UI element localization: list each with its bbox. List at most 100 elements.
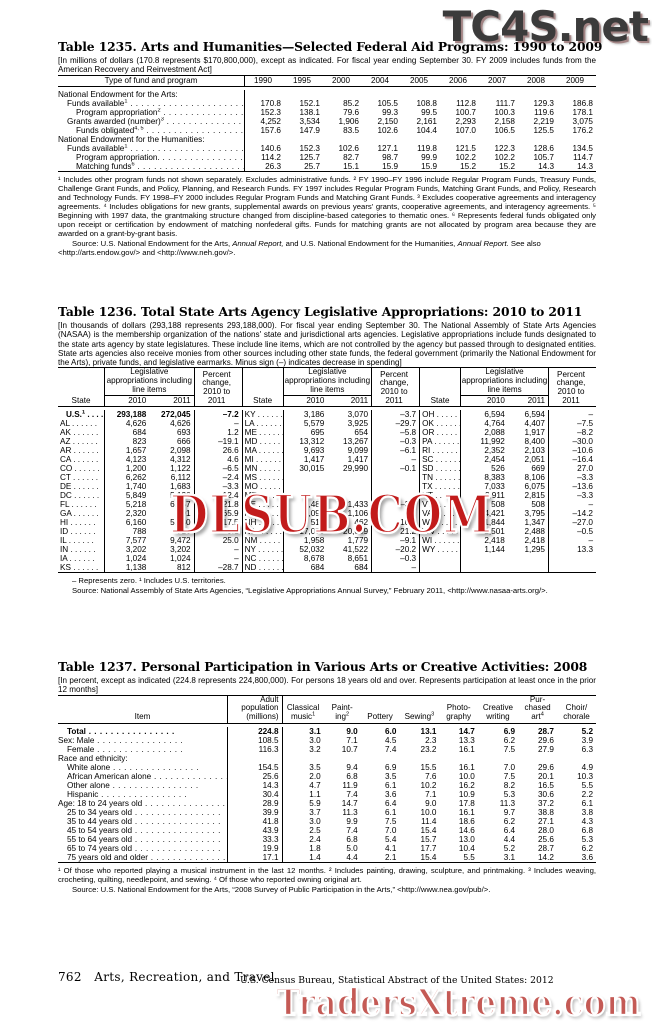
data-cell: 6.1 <box>384 807 397 817</box>
value-pct-change: –6.5 <box>193 464 243 474</box>
value-2011: 5,126 <box>170 491 191 501</box>
table-1236-headnote: [In thousands of dollars (293,188 repres… <box>58 321 596 368</box>
data-cell: 7.0 <box>503 762 516 772</box>
value-pct-change: –3.7 <box>371 500 420 510</box>
column-header: Item <box>134 712 151 722</box>
column-header-year: 2007 <box>487 75 506 85</box>
value-2011: 666 <box>176 437 191 447</box>
value-2010: 6,160 <box>104 518 150 528</box>
data-cell: 100.3 <box>494 107 516 117</box>
value-2010: 2,454 <box>460 455 508 465</box>
value-2010: 5,218 <box>104 500 150 510</box>
data-cell: 3.8 <box>581 807 593 817</box>
row-label: Other alone . . . . . . . . . . . . . . … <box>67 780 199 790</box>
data-cell: 17.8 <box>458 798 475 808</box>
data-cell: 99.3 <box>382 107 398 117</box>
value-2011: 2,103 <box>524 446 546 456</box>
value-2011: 20,699 <box>343 527 369 537</box>
data-cell: 157.6 <box>244 125 284 135</box>
data-cell: 25.6 <box>227 771 283 781</box>
column-header: Photo-graphy <box>446 703 472 722</box>
data-cell: 5.5 <box>581 780 593 790</box>
data-cell: 3.9 <box>581 735 593 745</box>
value-2011: 4,626 <box>170 419 191 429</box>
data-cell: 5.4 <box>384 834 397 844</box>
column-header-approp: Legislative appropriations including lin… <box>460 368 549 396</box>
chapter-name: Arts, Recreation, and Travel <box>94 970 275 984</box>
data-cell: 14.2 <box>538 852 554 862</box>
data-cell: 5.5 <box>463 852 475 862</box>
table-1237-block: Table 1237. Personal Participation in Va… <box>58 660 596 894</box>
column-header: Adult population (millions) <box>227 695 283 724</box>
data-cell: 3.5 <box>384 771 397 781</box>
table-row: 35 to 44 years old . . . . . . . . . . .… <box>58 816 596 826</box>
data-cell: 3.0 <box>281 816 324 826</box>
value-2010: 788 <box>104 527 150 537</box>
value-2010: 1,200 <box>104 464 150 474</box>
value-pct-change: 27.0 <box>548 464 596 474</box>
data-cell: 100.7 <box>455 107 477 117</box>
table-1236-footnotes: – Represents zero. ¹ Includes U.S. terri… <box>72 576 226 586</box>
value-pct-change: –0.1 <box>371 464 420 474</box>
data-cell: 119.8 <box>417 143 437 153</box>
section-heading: National Endowment for the Humanities: <box>58 134 205 144</box>
data-cell: 178.1 <box>572 107 594 117</box>
value-pct-change: – <box>548 410 596 420</box>
data-cell: 9.9 <box>346 816 358 826</box>
data-cell: 3.6 <box>581 852 593 862</box>
data-cell: 3.7 <box>281 807 324 817</box>
data-cell: 29.6 <box>538 735 554 745</box>
state-label: DC . . . . . . <box>60 491 100 501</box>
data-cell: 6.0 <box>384 726 397 736</box>
data-cell: 2.5 <box>281 825 324 835</box>
data-cell: 9.7 <box>503 807 516 817</box>
data-cell: 14.3 <box>538 161 554 171</box>
value-2011: 8,400 <box>524 437 546 447</box>
table-row: Program appropriation. . . . . . . . . .… <box>58 152 596 162</box>
value-pct-change <box>371 473 420 483</box>
table-row: Sex: Male . . . . . . . . . . . . . . . … <box>58 735 596 745</box>
table-row: 55 to 64 years old . . . . . . . . . . .… <box>58 834 596 844</box>
data-cell: 9.0 <box>425 798 437 808</box>
value-2011: 1,122 <box>170 464 191 474</box>
data-cell: 2.0 <box>281 771 324 781</box>
state-label: SD . . . . . . <box>419 464 461 474</box>
value-2010: 695 <box>282 428 328 438</box>
column-header: Sewing3 <box>404 711 435 722</box>
value-pct-change: –65.9 <box>193 509 243 519</box>
table-1237-footnotes: ¹ Of those who reported playing a musica… <box>58 865 596 884</box>
value-2011: 693 <box>176 428 191 438</box>
table-row: Grants awarded (number)3 . . . . . . . .… <box>58 116 596 126</box>
value-pct-change: 1.2 <box>371 509 420 519</box>
row-label: 55 to 64 years old . . . . . . . . . . .… <box>67 834 221 844</box>
data-cell: 138.1 <box>299 107 321 117</box>
data-cell: 85.2 <box>343 98 359 108</box>
table-row: 25 to 34 years old . . . . . . . . . . .… <box>58 807 596 817</box>
data-cell: 15.7 <box>420 834 437 844</box>
data-cell: 2,158 <box>494 116 516 126</box>
state-label: NJ . . . . . . <box>241 527 284 537</box>
data-cell: 114.2 <box>244 152 284 162</box>
column-header-pct: Percent change, 2010 to 2011 <box>193 367 243 407</box>
value-2010: 1,094 <box>282 509 328 519</box>
data-cell: 4,252 <box>244 116 284 126</box>
data-cell: 7.6 <box>425 771 437 781</box>
row-label: Matching funds6 . . . . . . . . . . . . … <box>76 161 245 171</box>
value-pct-change: –6.1 <box>371 446 420 456</box>
table-header-row: Item Adult population (millions) Classical mu… <box>58 695 596 724</box>
value-2011 <box>327 473 371 482</box>
data-cell: 6.1 <box>581 798 593 808</box>
value-2011: 13,267 <box>343 437 369 447</box>
data-cell: 102.2 <box>494 152 516 162</box>
data-cell: 7.1 <box>425 789 437 799</box>
data-cell: 15.4 <box>420 852 437 862</box>
data-cell: 7.0 <box>384 825 397 835</box>
value-2011: 462 <box>354 518 369 528</box>
data-cell: 2.3 <box>425 735 437 745</box>
value-pct-change: –19.1 <box>193 437 243 447</box>
value-2010: 52,032 <box>282 545 328 555</box>
row-label: Hispanic . . . . . . . . . . . . . . . . <box>67 789 188 799</box>
value-2010: 8,383 <box>460 473 508 483</box>
data-cell: 8.2 <box>503 780 516 790</box>
source-prefix: Source: U.S. National Endowment for the … <box>72 238 233 248</box>
